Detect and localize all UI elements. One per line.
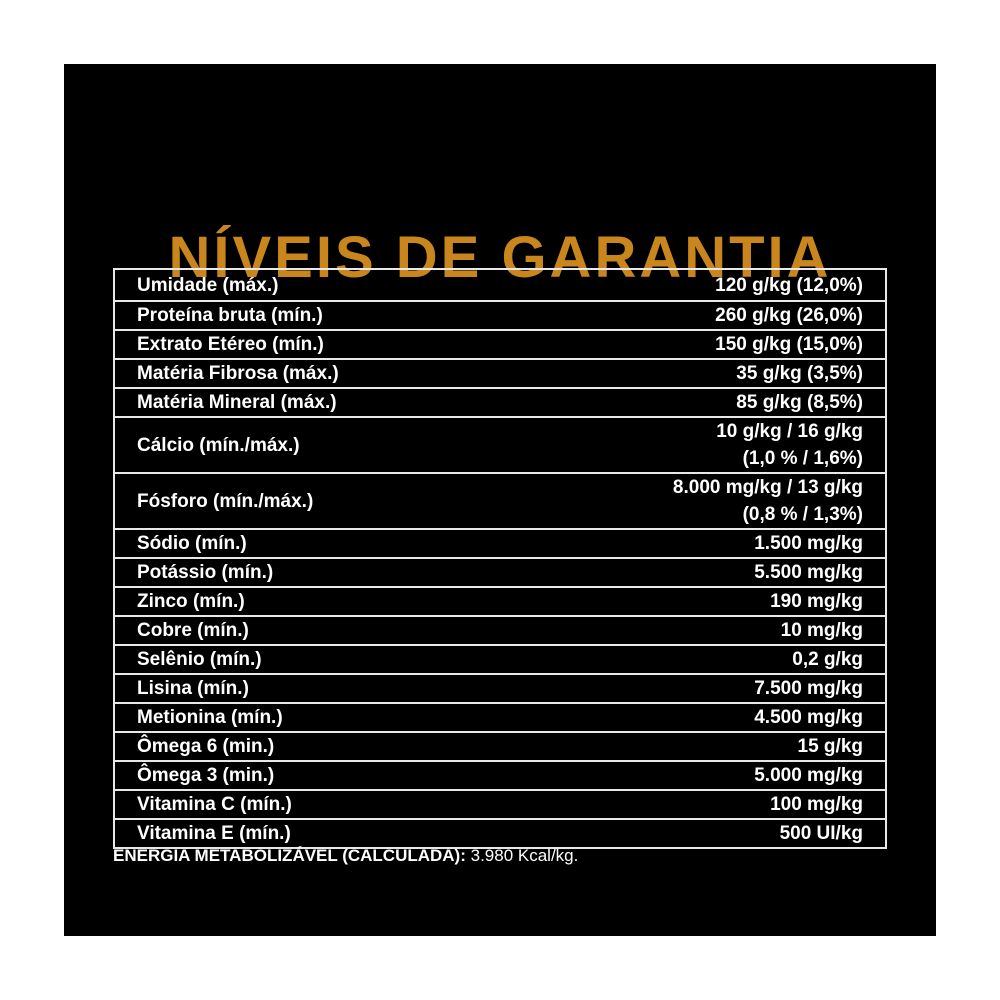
table-row: Fósforo (mín./máx.) 8.000 mg/kg / 13 g/kg… bbox=[114, 472, 886, 529]
row-value: 4.500 mg/kg bbox=[509, 702, 886, 732]
row-value: 7.500 mg/kg bbox=[509, 673, 886, 703]
table-row: Extrato Etéreo (mín.) 150 g/kg (15,0%) bbox=[114, 329, 886, 359]
table-row: Selênio (mín.) 0,2 g/kg bbox=[114, 644, 886, 674]
row-value: 1.500 mg/kg bbox=[509, 528, 886, 558]
table-row: Ômega 3 (min.) 5.000 mg/kg bbox=[114, 760, 886, 790]
row-value: 100 mg/kg bbox=[509, 789, 886, 819]
row-label: Potássio (mín.) bbox=[114, 557, 510, 587]
row-value: 10 g/kg / 16 g/kg (1,0 % / 1,6%) bbox=[509, 416, 886, 473]
table-row: Proteína bruta (mín.) 260 g/kg (26,0%) bbox=[114, 300, 886, 330]
row-value: 150 g/kg (15,0%) bbox=[509, 329, 886, 359]
table-row: Cálcio (mín./máx.) 10 g/kg / 16 g/kg (1,0 … bbox=[114, 416, 886, 473]
row-label: Vitamina E (mín.) bbox=[114, 818, 510, 848]
row-label: Matéria Mineral (máx.) bbox=[114, 387, 510, 417]
table-row: Lisina (mín.) 7.500 mg/kg bbox=[114, 673, 886, 703]
row-label: Selênio (mín.) bbox=[114, 644, 510, 674]
row-label: Cálcio (mín./máx.) bbox=[114, 416, 510, 473]
row-label: Extrato Etéreo (mín.) bbox=[114, 329, 510, 359]
energy-note: ENERGIA METABOLIZÁVEL (CALCULADA): 3.980… bbox=[113, 846, 578, 866]
row-label: Fósforo (mín./máx.) bbox=[114, 472, 510, 529]
row-label: Cobre (mín.) bbox=[114, 615, 510, 645]
energy-value: 3.980 Kcal/kg. bbox=[470, 846, 579, 865]
table-row: Zinco (mín.) 190 mg/kg bbox=[114, 586, 886, 616]
row-value: 15 g/kg bbox=[509, 731, 886, 761]
table-row: Potássio (mín.) 5.500 mg/kg bbox=[114, 557, 886, 587]
row-label: Proteína bruta (mín.) bbox=[114, 300, 510, 330]
table-row: Matéria Fibrosa (máx.) 35 g/kg (3,5%) bbox=[114, 358, 886, 388]
table-row: Matéria Mineral (máx.) 85 g/kg (8,5%) bbox=[114, 387, 886, 417]
guarantee-table: Umidade (máx.) 120 g/kg (12,0%) Proteína b… bbox=[113, 268, 887, 849]
row-value: 5.500 mg/kg bbox=[509, 557, 886, 587]
row-value: 260 g/kg (26,0%) bbox=[509, 300, 886, 330]
row-value: 85 g/kg (8,5%) bbox=[509, 387, 886, 417]
table-row: Vitamina E (mín.) 500 UI/kg bbox=[114, 818, 886, 848]
row-label: Matéria Fibrosa (máx.) bbox=[114, 358, 510, 388]
table-row: Vitamina C (mín.) 100 mg/kg bbox=[114, 789, 886, 819]
row-value-line1: 8.000 mg/kg / 13 g/kg bbox=[672, 477, 863, 498]
table-row: Ômega 6 (min.) 15 g/kg bbox=[114, 731, 886, 761]
row-value: 0,2 g/kg bbox=[509, 644, 886, 674]
page-title: NÍVEIS DE GARANTIA bbox=[168, 225, 832, 290]
energy-label: ENERGIA METABOLIZÁVEL (CALCULADA): bbox=[113, 846, 466, 865]
row-value: 190 mg/kg bbox=[509, 586, 886, 616]
row-label: Zinco (mín.) bbox=[114, 586, 510, 616]
row-label: Ômega 6 (min.) bbox=[114, 731, 510, 761]
row-value: 35 g/kg (3,5%) bbox=[509, 358, 886, 388]
row-value: 8.000 mg/kg / 13 g/kg (0,8 % / 1,3%) bbox=[509, 472, 886, 529]
row-label: Metionina (mín.) bbox=[114, 702, 510, 732]
table-row: Cobre (mín.) 10 mg/kg bbox=[114, 615, 886, 645]
row-label: Sódio (mín.) bbox=[114, 528, 510, 558]
row-label: Ômega 3 (min.) bbox=[114, 760, 510, 790]
row-value: 120 g/kg (12,0%) bbox=[715, 274, 863, 296]
table-row: Umidade (máx.) 120 g/kg (12,0%) bbox=[114, 269, 886, 301]
row-label: Vitamina C (mín.) bbox=[114, 789, 510, 819]
row-value: 500 UI/kg bbox=[509, 818, 886, 848]
row-value-line1: 10 g/kg / 16 g/kg bbox=[716, 421, 863, 442]
table-row: Sódio (mín.) 1.500 mg/kg bbox=[114, 528, 886, 558]
row-label: Umidade (máx.) bbox=[137, 274, 279, 296]
row-value-line2: (1,0 % / 1,6%) bbox=[742, 448, 863, 469]
row-value: 5.000 mg/kg bbox=[509, 760, 886, 790]
table-row: Metionina (mín.) 4.500 mg/kg bbox=[114, 702, 886, 732]
row-label: Lisina (mín.) bbox=[114, 673, 510, 703]
row-value: 10 mg/kg bbox=[509, 615, 886, 645]
row-value-line2: (0,8 % / 1,3%) bbox=[742, 504, 863, 525]
